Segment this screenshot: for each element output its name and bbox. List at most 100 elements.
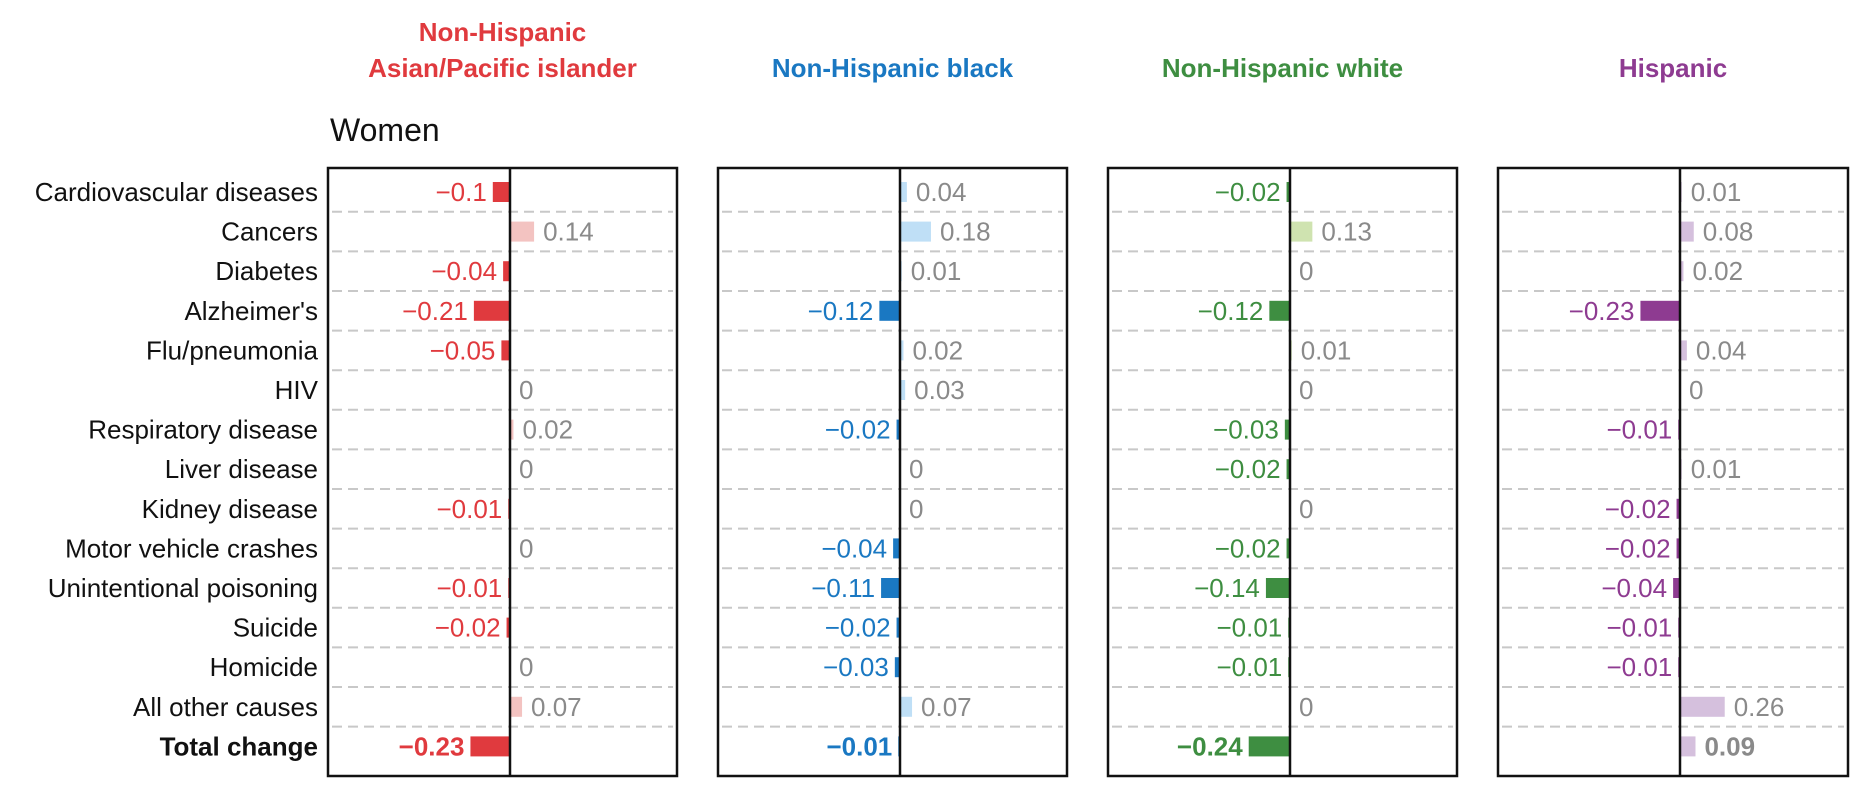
category-label: Total change	[160, 731, 318, 761]
bar	[510, 221, 535, 242]
data-label: −0.24	[1177, 731, 1243, 761]
data-label: 0	[909, 454, 923, 484]
series-title: Hispanic	[1619, 53, 1727, 83]
data-label: −0.02	[1215, 533, 1281, 563]
bar	[900, 696, 913, 717]
data-label: −0.23	[399, 731, 465, 761]
bar	[492, 182, 510, 202]
data-label: 0.04	[1696, 335, 1747, 365]
bar	[501, 340, 510, 361]
data-label: 0.02	[1692, 256, 1743, 286]
data-label: 0	[1299, 375, 1313, 405]
data-label: −0.01	[436, 494, 502, 524]
data-label: 0.26	[1734, 692, 1785, 722]
data-label: −0.23	[1569, 296, 1635, 326]
category-label: Motor vehicle crashes	[65, 533, 318, 563]
data-label: −0.01	[1216, 652, 1282, 682]
data-label: −0.1	[435, 177, 486, 207]
bar	[1286, 182, 1290, 202]
data-label: 0	[519, 652, 533, 682]
data-label: −0.02	[1215, 454, 1281, 484]
data-label: −0.03	[823, 652, 889, 682]
panel-frame	[1106, 166, 1459, 778]
bar	[1676, 498, 1680, 519]
data-label: −0.04	[821, 533, 887, 563]
data-label: −0.04	[1601, 573, 1667, 603]
category-label: Alzheimer's	[184, 296, 318, 326]
data-label: −0.12	[808, 296, 874, 326]
data-label: 0.07	[921, 692, 972, 722]
data-label: −0.02	[825, 613, 891, 643]
data-label: 0.07	[531, 692, 582, 722]
panel-non_hispanic_asian_pacific_islander: Non-Hispanic Asian/Pacific islander −0.1 0.…	[326, 17, 679, 778]
data-label: 0	[1299, 692, 1313, 722]
data-label: −0.02	[1605, 533, 1671, 563]
category-label: Diabetes	[215, 256, 318, 286]
data-label: 0	[519, 533, 533, 563]
bar	[1265, 578, 1290, 598]
category-label: Cardiovascular diseases	[35, 177, 318, 207]
bar	[900, 380, 906, 400]
data-label: −0.01	[1606, 652, 1672, 682]
data-label: −0.05	[430, 335, 496, 365]
bar	[879, 300, 900, 321]
data-label: −0.03	[1213, 415, 1279, 445]
data-label: −0.02	[435, 613, 501, 643]
bar	[1680, 261, 1684, 282]
data-label: 0.01	[1691, 177, 1742, 207]
bar	[1680, 696, 1725, 717]
category-label: Liver disease	[165, 454, 318, 484]
data-label: 0	[519, 454, 533, 484]
data-label: 0.02	[522, 415, 573, 445]
bar	[896, 617, 900, 638]
data-label: −0.12	[1198, 296, 1264, 326]
panel-frame	[1496, 166, 1850, 778]
bar	[1680, 340, 1687, 361]
data-label: −0.02	[825, 415, 891, 445]
data-label: 0	[1299, 256, 1313, 286]
panel-frame	[326, 166, 679, 778]
category-label: Homicide	[210, 652, 318, 682]
bar	[473, 300, 510, 321]
bar	[881, 578, 900, 598]
panel-non_hispanic_black: Non-Hispanic black 0.04 0.18 0.01 −0.12 0.02 0…	[716, 53, 1069, 778]
data-label: 0.02	[912, 335, 963, 365]
data-label: 0	[909, 494, 923, 524]
bar	[1269, 300, 1290, 321]
category-labels: Cardiovascular diseases Cancers Diabetes Al…	[35, 177, 319, 761]
category-label: Suicide	[233, 613, 318, 643]
data-label: −0.04	[431, 256, 497, 286]
data-label: −0.01	[1606, 613, 1672, 643]
bar	[893, 538, 900, 559]
data-label: 0.13	[1321, 217, 1372, 247]
bar	[894, 657, 900, 678]
series-title: Non-Hispanic black	[772, 53, 1014, 83]
data-label: 0.01	[1691, 454, 1742, 484]
data-label: 0	[1689, 375, 1703, 405]
data-label: 0.04	[916, 177, 967, 207]
series-title: Asian/Pacific islander	[368, 53, 637, 83]
bar	[1286, 459, 1290, 480]
data-label: 0.01	[911, 256, 962, 286]
bar	[900, 221, 931, 242]
bar	[510, 419, 514, 440]
data-label: 0.03	[914, 375, 965, 405]
data-label: 0	[519, 375, 533, 405]
bar	[510, 696, 523, 717]
panel-non_hispanic_white: Non-Hispanic white −0.02 0.13 0 −0.12 0.01 0 −0…	[1106, 53, 1459, 778]
data-label: 0	[1299, 494, 1313, 524]
panel-frame	[716, 166, 1069, 778]
category-label: Kidney disease	[142, 494, 318, 524]
bar	[1673, 578, 1680, 598]
bar	[1640, 300, 1680, 321]
bar	[1286, 538, 1290, 559]
data-label: −0.14	[1194, 573, 1260, 603]
series-title: Non-Hispanic	[419, 17, 587, 47]
data-label: 0.18	[940, 217, 991, 247]
bar	[506, 617, 510, 638]
bar	[503, 261, 510, 282]
data-label: −0.11	[811, 573, 875, 603]
category-label: Cancers	[221, 217, 318, 247]
bar	[1284, 419, 1290, 440]
